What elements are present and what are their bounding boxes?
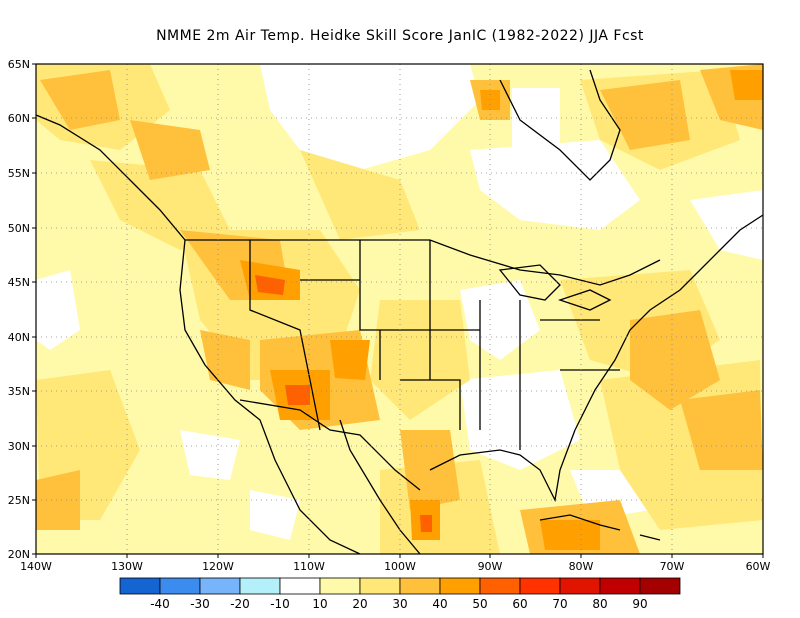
colorbar-box bbox=[639, 577, 681, 595]
hudson-bay bbox=[499, 69, 621, 181]
colorbar-label: 60 bbox=[512, 597, 527, 611]
lat-label: 60N bbox=[8, 112, 30, 125]
lat-label: 30N bbox=[8, 440, 30, 453]
shaded-field bbox=[36, 64, 763, 554]
lon-label: 60W bbox=[746, 560, 771, 573]
colorbar-label: 10 bbox=[312, 597, 327, 611]
colorbar-box bbox=[319, 577, 361, 595]
east-coastline bbox=[574, 214, 763, 431]
lat-label: 45N bbox=[8, 276, 30, 289]
field-white bbox=[512, 88, 560, 152]
field-white bbox=[250, 490, 300, 540]
colorbar-box bbox=[359, 577, 401, 595]
lat-label: 65N bbox=[8, 58, 30, 71]
longitude-labels: 140W 130W 120W 110W 100W 90W 80W 70W 60W bbox=[20, 560, 770, 573]
colorbar-label: -30 bbox=[190, 597, 210, 611]
colorbar-box bbox=[159, 577, 201, 595]
state-borders bbox=[249, 240, 620, 450]
colorbar-label: 70 bbox=[552, 597, 567, 611]
colorbar-box bbox=[559, 577, 601, 595]
lat-label: 35N bbox=[8, 385, 30, 398]
field-white bbox=[180, 430, 240, 480]
lat-label: 55N bbox=[8, 167, 30, 180]
colorbar-label: -40 bbox=[150, 597, 170, 611]
colorbar-box bbox=[119, 577, 161, 595]
colorbar-box bbox=[519, 577, 561, 595]
colorbar-label: -20 bbox=[230, 597, 250, 611]
colorbar-box bbox=[199, 577, 241, 595]
us-canada-border bbox=[185, 239, 661, 286]
colorbar-label: 30 bbox=[392, 597, 407, 611]
colorbar-label: 40 bbox=[432, 597, 447, 611]
gulf-coastline bbox=[339, 419, 576, 554]
field-white bbox=[260, 64, 480, 170]
lon-label: 70W bbox=[660, 560, 685, 573]
colorbar-box bbox=[279, 577, 321, 595]
colorbar-labels: -40 -30 -20 -10 10 20 30 40 50 60 70 80 … bbox=[150, 597, 647, 611]
field-level-60 bbox=[255, 275, 432, 532]
tick-marks bbox=[32, 63, 764, 558]
colorbar-box bbox=[239, 577, 281, 595]
latitude-labels: 65N 60N 55N 50N 45N 40N 35N 30N 25N 20N bbox=[8, 58, 30, 561]
colorbar-label: -10 bbox=[270, 597, 290, 611]
colorbar-label: 20 bbox=[352, 597, 367, 611]
colorbar-box bbox=[399, 577, 441, 595]
colorbar-box bbox=[439, 577, 481, 595]
colorbar-label: 50 bbox=[472, 597, 487, 611]
caribbean-islands bbox=[539, 514, 661, 541]
field-white bbox=[470, 140, 640, 230]
chart-title: NMME 2m Air Temp. Heidke Skill Score Jan… bbox=[156, 28, 644, 44]
lon-label: 80W bbox=[569, 560, 594, 573]
lon-label: 140W bbox=[20, 560, 52, 573]
lon-label: 110W bbox=[293, 560, 325, 573]
lon-label: 90W bbox=[478, 560, 503, 573]
colorbar-box bbox=[479, 577, 521, 595]
great-lakes bbox=[498, 264, 612, 311]
colorbar bbox=[119, 577, 681, 595]
west-coastline bbox=[36, 114, 361, 554]
us-mexico-border bbox=[239, 399, 421, 491]
lat-label: 50N bbox=[8, 222, 30, 235]
field-white bbox=[36, 270, 80, 350]
field-white bbox=[690, 190, 763, 260]
lat-label: 25N bbox=[8, 494, 30, 507]
lat-label: 40N bbox=[8, 331, 30, 344]
colorbar-label: 90 bbox=[632, 597, 647, 611]
lon-label: 120W bbox=[202, 560, 234, 573]
graticule bbox=[36, 64, 763, 554]
boundaries bbox=[36, 69, 763, 554]
lat-label: 20N bbox=[8, 548, 30, 561]
colorbar-box bbox=[599, 577, 641, 595]
lon-label: 130W bbox=[111, 560, 143, 573]
colorbar-label: 80 bbox=[592, 597, 607, 611]
lon-label: 100W bbox=[384, 560, 416, 573]
